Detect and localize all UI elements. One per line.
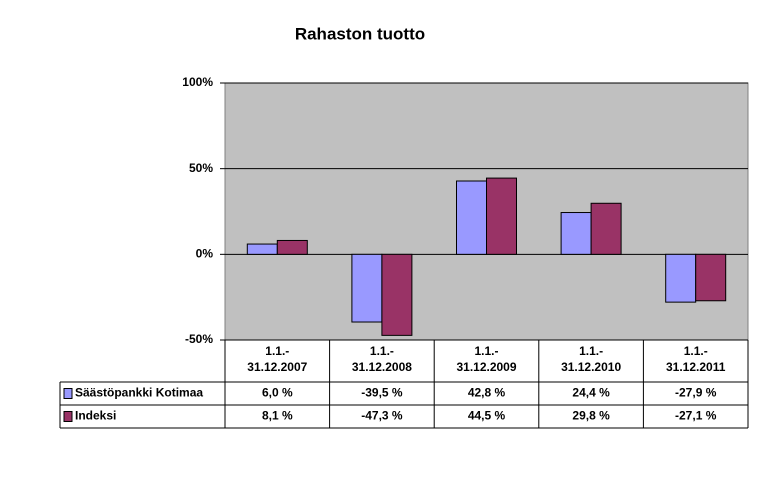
bar [486,177,517,255]
x-tick-label: 31.12.2011 [666,360,726,374]
data-label: -47,3 % [361,409,403,423]
bar [246,243,278,255]
bar [560,212,592,255]
data-label: -39,5 % [361,386,403,400]
x-tick-label: 31.12.2007 [247,360,307,374]
data-label: 8,1 % [262,409,293,423]
bar [590,202,622,255]
x-tick-label: 31.12.2009 [456,360,516,374]
y-tick-label: 0% [196,247,214,261]
y-tick-label: 50% [189,161,213,175]
bar [665,253,697,303]
x-tick-label: 31.12.2010 [561,360,621,374]
y-tick-label: 100% [182,75,213,89]
chart-title: Rahaston tuotto [295,24,425,43]
legend-label: Säästöpankki Kotimaa [75,386,203,400]
x-tick-label: 1.1.- [265,344,289,358]
x-tick-label: 1.1.- [684,344,708,358]
data-label: 29,8 % [572,409,610,423]
data-label: 24,4 % [572,386,610,400]
x-tick-label: 1.1.- [579,344,603,358]
x-tick-label: 1.1.- [370,344,394,358]
bar [695,253,727,302]
legend-label: Indeksi [75,409,116,423]
data-label: -27,1 % [675,409,717,423]
data-label: 42,8 % [468,386,506,400]
bar [456,180,487,255]
x-tick-label: 31.12.2008 [352,360,412,374]
x-tick-label: 1.1.- [474,344,498,358]
legend-marker [63,388,73,399]
data-label: 44,5 % [468,409,506,423]
data-label: 6,0 % [262,386,293,400]
bar [381,253,413,336]
data-label: -27,9 % [675,386,717,400]
legend-marker [63,411,73,422]
bar [351,253,383,323]
bar [276,239,308,255]
y-tick-label: -50% [185,332,213,346]
